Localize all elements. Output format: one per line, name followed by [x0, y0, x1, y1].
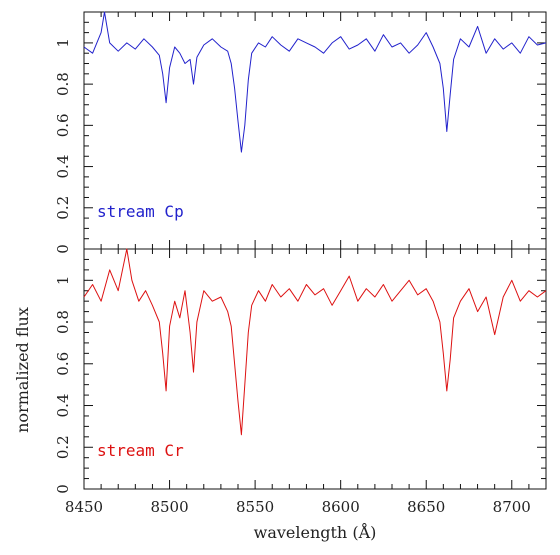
panel-bottom-frame: [83, 248, 547, 490]
bottom-y-tick-label: 1: [54, 276, 72, 286]
x-axis-tick-labels: 8450 8500 8550 8600 8650 8700: [65, 498, 531, 516]
panel-bottom-ticks: 0 0.2 0.4 0.6 0.8 1: [54, 248, 547, 494]
y-axis-label: normalized flux: [13, 307, 32, 433]
top-y-tick-label: 0.4: [54, 155, 72, 179]
panel-bottom: 0 0.2 0.4 0.6 0.8 1 stream Cr: [54, 248, 547, 494]
bottom-y-tick-label: 0: [54, 484, 72, 494]
x-tick-label: 8600: [322, 498, 360, 516]
x-tick-label: 8700: [493, 498, 531, 516]
panel-top: 0 0.2 0.4 0.6 0.8 1 stream Cp: [54, 11, 547, 254]
stream-cp-spectrum: [83, 11, 547, 153]
top-y-tick-label: 1: [54, 38, 72, 48]
stream-cr-spectrum: [83, 248, 547, 436]
top-y-tick-label: 0: [54, 244, 72, 254]
bottom-y-tick-label: 0.6: [54, 352, 72, 376]
panel-top-ticks: 0 0.2 0.4 0.6 0.8 1: [54, 11, 547, 254]
stream-cr-label: stream Cr: [97, 441, 184, 460]
x-axis-label: wavelength (Å): [254, 522, 377, 542]
bottom-y-tick-label: 0.4: [54, 394, 72, 418]
top-y-tick-label: 0.6: [54, 113, 72, 137]
bottom-y-tick-label: 0.8: [54, 310, 72, 334]
top-y-tick-label: 0.2: [54, 196, 72, 220]
x-tick-label: 8650: [407, 498, 445, 516]
stream-cp-label: stream Cp: [97, 202, 184, 221]
x-tick-label: 8500: [150, 498, 188, 516]
bottom-y-tick-label: 0.2: [54, 435, 72, 459]
x-tick-label: 8550: [236, 498, 274, 516]
x-tick-label: 8450: [65, 498, 103, 516]
top-y-tick-label: 0.8: [54, 72, 72, 96]
